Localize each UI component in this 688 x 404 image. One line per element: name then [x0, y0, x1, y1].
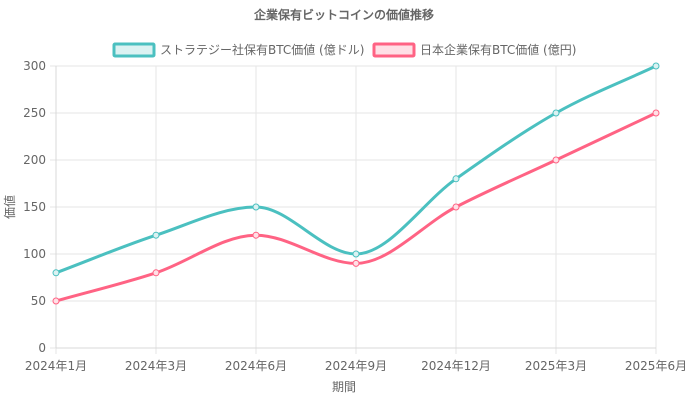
data-point-series-2[interactable] [552, 156, 560, 164]
x-tick-label: 2024年1月 [25, 359, 87, 373]
x-tick-label: 2024年9月 [325, 359, 387, 373]
x-axis-title: 期間 [332, 380, 356, 394]
data-point-series-2[interactable] [152, 269, 160, 277]
legend-item-series-1[interactable]: ストラテジー社保有BTC価値 (億ドル) [112, 42, 364, 58]
y-tick-label: 150 [23, 200, 46, 214]
legend-swatch-series-2 [372, 42, 416, 58]
legend-label-series-1: ストラテジー社保有BTC価値 (億ドル) [160, 42, 364, 57]
data-point-series-2[interactable] [252, 231, 260, 239]
y-axis-ticks: 0 50 100 150 200 250 300 [23, 59, 46, 355]
data-point-series-2[interactable] [652, 109, 660, 117]
data-point-series-2[interactable] [352, 259, 360, 267]
data-point-series-2[interactable] [452, 203, 460, 211]
y-tick-label: 250 [23, 106, 46, 120]
data-point-series-1[interactable] [652, 62, 660, 70]
data-point-series-1[interactable] [452, 175, 460, 183]
data-point-series-1[interactable] [252, 203, 260, 211]
x-axis-ticks: 2024年1月 2024年3月 2024年6月 2024年9月 2024年12月 2025… [25, 359, 687, 373]
y-tick-label: 0 [38, 341, 46, 355]
legend-label-series-2: 日本企業保有BTC価値 (億円) [420, 42, 576, 57]
x-tick-label: 2025年3月 [525, 359, 587, 373]
chart-title: 企業保有ビットコインの価値推移 [253, 7, 434, 22]
y-tick-label: 200 [23, 153, 46, 167]
legend: ストラテジー社保有BTC価値 (億ドル) 日本企業保有BTC価値 (億円) [112, 42, 576, 58]
data-point-series-1[interactable] [352, 250, 360, 258]
y-tick-label: 50 [31, 294, 46, 308]
x-tick-label: 2024年6月 [225, 359, 287, 373]
y-tick-label: 300 [23, 59, 46, 73]
x-tick-label: 2025年6月 [625, 359, 687, 373]
data-point-series-1[interactable] [52, 269, 60, 277]
data-point-series-2[interactable] [52, 297, 60, 305]
x-tick-label: 2024年12月 [421, 359, 491, 373]
y-axis-title: 価値 [2, 195, 17, 219]
x-tick-label: 2024年3月 [125, 359, 187, 373]
y-tick-label: 100 [23, 247, 46, 261]
legend-item-series-2[interactable]: 日本企業保有BTC価値 (億円) [372, 42, 576, 58]
data-point-series-1[interactable] [552, 109, 560, 117]
data-point-series-1[interactable] [152, 231, 160, 239]
grid [50, 65, 657, 354]
data-points [52, 62, 660, 305]
legend-swatch-series-1 [112, 42, 156, 58]
